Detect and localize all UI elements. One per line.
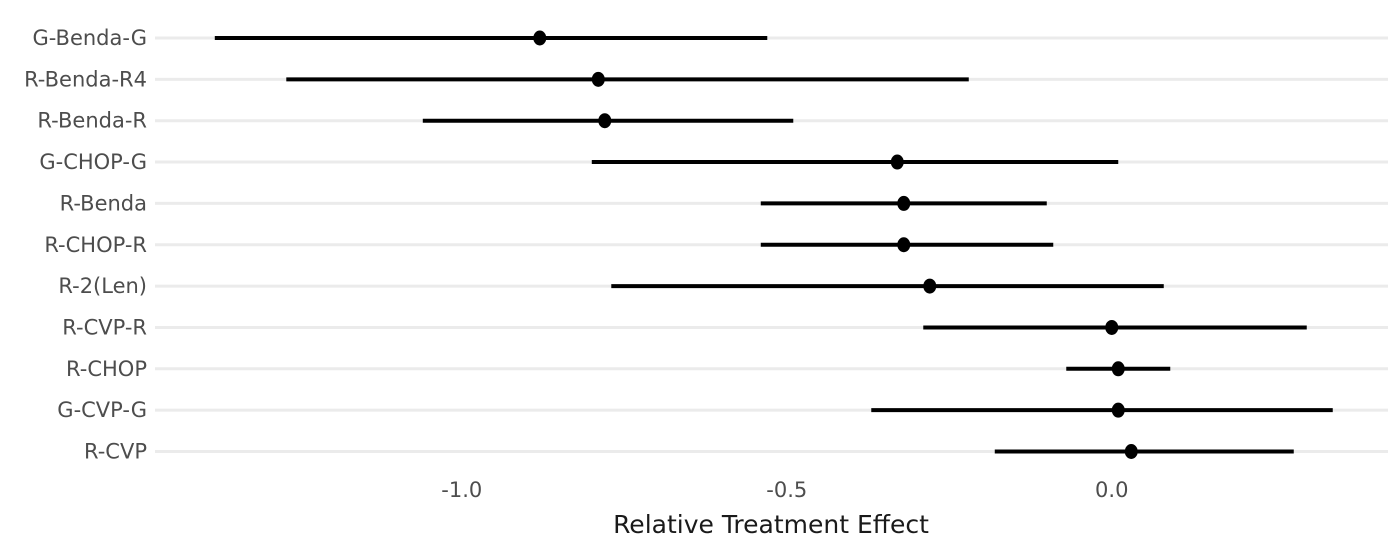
- x-axis-ticks-layer: -1.0 -0.5 0.0: [441, 478, 1128, 502]
- x-tick-label: 0.0: [1095, 478, 1128, 502]
- data-layer: [214, 30, 1333, 459]
- y-axis-label: R-Benda-R4: [24, 67, 147, 91]
- x-tick-label: -0.5: [766, 478, 807, 502]
- y-axis-label: R-CVP: [84, 440, 147, 464]
- y-axis-label: R-CHOP-R: [44, 233, 147, 257]
- point-estimate: [598, 113, 612, 129]
- x-tick-label: -1.0: [441, 478, 482, 502]
- point-estimate: [923, 278, 937, 294]
- point-estimate: [890, 154, 904, 170]
- point-estimate: [1124, 444, 1138, 459]
- point-estimate: [1111, 402, 1125, 418]
- y-axis-labels-layer: G-Benda-G R-Benda-R4 R-Benda-R G-CHOP-G R-Be…: [24, 26, 147, 464]
- point-estimate: [897, 237, 911, 253]
- y-axis-label: R-Benda-R: [37, 109, 147, 133]
- point-estimate: [1105, 319, 1119, 335]
- y-axis-label: R-CVP-R: [62, 315, 147, 339]
- y-axis-label: R-Benda: [60, 191, 147, 215]
- point-estimate: [533, 30, 547, 46]
- y-axis-label: G-CHOP-G: [39, 150, 147, 174]
- point-estimate: [1111, 361, 1125, 377]
- point-estimate: [897, 195, 911, 211]
- point-estimate: [591, 71, 605, 87]
- y-axis-label: R-CHOP: [66, 357, 147, 381]
- y-axis-label: R-2(Len): [58, 274, 147, 298]
- x-axis-title: Relative Treatment Effect: [613, 510, 929, 539]
- y-axis-label: G-Benda-G: [32, 26, 147, 50]
- y-axis-label: G-CVP-G: [57, 398, 147, 422]
